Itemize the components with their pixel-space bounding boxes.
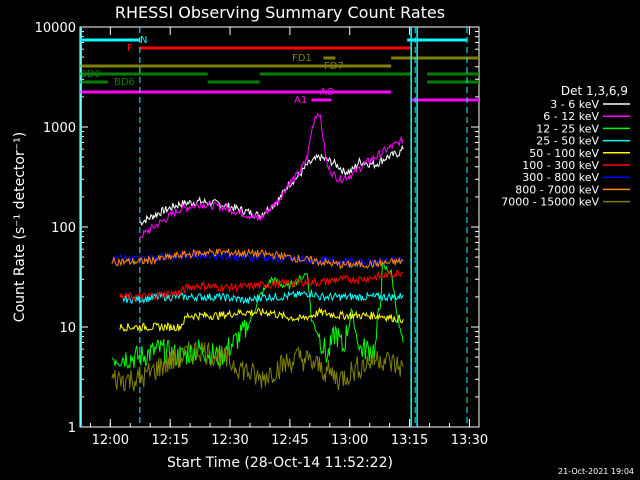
x-tick-label: 12:00 [92, 433, 129, 448]
flag-label-a1: A1 [294, 95, 307, 106]
legend-label: 7000 - 15000 keV [501, 196, 599, 209]
x-tick-label: 13:30 [451, 433, 488, 448]
observing-flags: NF FD1 FD7 BD0 BD6 AO A1 [80, 27, 479, 427]
flag-label-f: F [127, 43, 133, 54]
y-tick-label: 100 [51, 221, 76, 236]
legend-title: Det 1,3,6,9 [561, 84, 628, 98]
flag-label-fd1: FD1 [292, 53, 312, 64]
flag-label-bd0: BD0 [80, 69, 101, 80]
x-axis-label: Start Time (28-Oct-14 11:52:22) [167, 455, 393, 471]
x-tick-label: 12:45 [271, 433, 308, 448]
y-tick-label: 10000 [35, 21, 76, 36]
flag-label-bd6: BD6 [114, 77, 135, 88]
series-line-8 [111, 340, 404, 392]
chart-title: RHESSI Observing Summary Count Rates [115, 3, 445, 22]
legend-label: 300 - 800 keV [522, 171, 599, 184]
legend-label: 100 - 300 keV [522, 159, 599, 172]
series-group [111, 112, 404, 392]
y-tick-label: 1 [68, 421, 76, 436]
x-tick-label: 13:15 [391, 433, 428, 448]
legend-label: 50 - 100 keV [529, 147, 599, 160]
flag-label-ao: AO [320, 87, 335, 98]
x-axis-ticks: 12:00 12:15 12:30 12:45 13:00 13:15 13:30 [89, 27, 488, 448]
series-line-2 [111, 262, 404, 370]
series-line-7 [111, 248, 404, 270]
legend-label: 12 - 25 keV [536, 122, 599, 135]
series-line-5 [119, 269, 404, 303]
legend-label: 6 - 12 keV [543, 110, 599, 123]
flag-label-fd7: FD7 [324, 61, 344, 72]
footer-timestamp: 21-Oct-2021 19:04 [558, 467, 634, 476]
series-line-1 [139, 112, 404, 239]
y-tick-label: 1000 [43, 121, 76, 136]
series-line-4 [119, 306, 404, 333]
legend-label: 3 - 6 keV [550, 98, 599, 111]
flag-label-n: N [140, 35, 147, 46]
x-tick-label: 13:00 [331, 433, 368, 448]
series-line-3 [119, 289, 404, 305]
y-axis-label: Count Rate (s⁻¹ detector⁻¹) [12, 132, 28, 322]
legend-label: 25 - 50 keV [536, 135, 599, 148]
legend-label: 800 - 7000 keV [515, 183, 599, 196]
y-tick-label: 10 [59, 321, 76, 336]
x-tick-label: 12:30 [211, 433, 248, 448]
x-tick-label: 12:15 [151, 433, 188, 448]
